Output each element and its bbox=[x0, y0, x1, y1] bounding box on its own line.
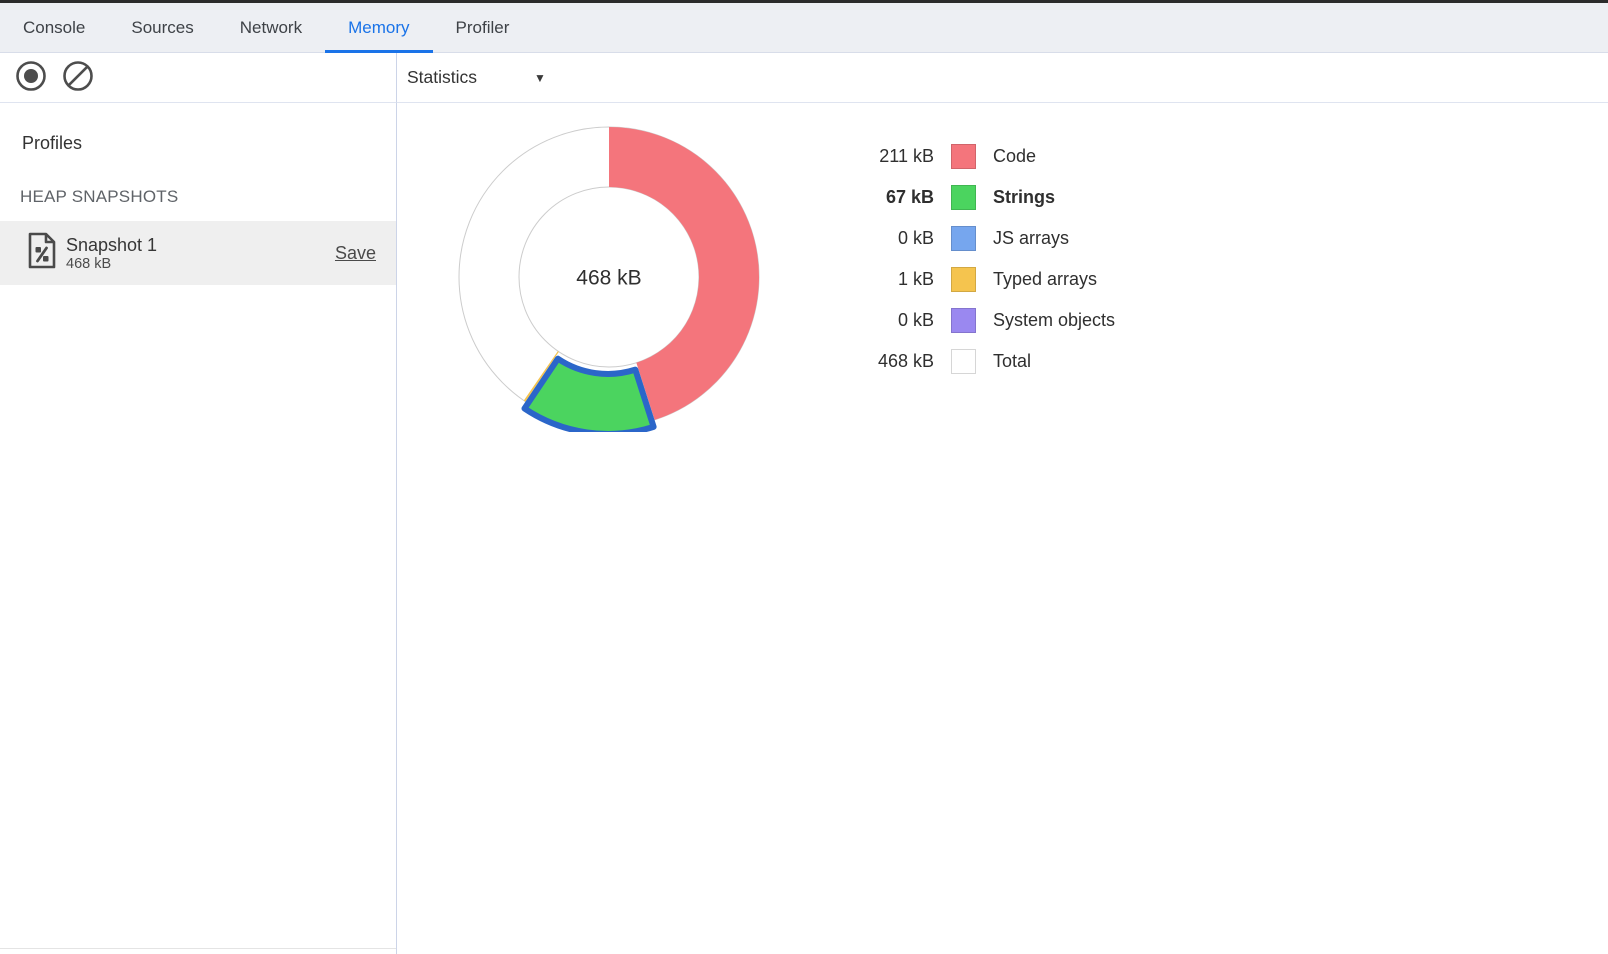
tab-bar: Console Sources Network Memory Profiler bbox=[0, 3, 1608, 53]
legend-row-total[interactable]: 468 kB Total bbox=[819, 341, 1115, 382]
tab-network[interactable]: Network bbox=[217, 3, 325, 52]
record-icon bbox=[15, 60, 47, 95]
legend-label: System objects bbox=[993, 310, 1116, 330]
heap-snapshot-file-icon bbox=[27, 232, 57, 274]
heap-snapshots-section-heading: HEAP SNAPSHOTS bbox=[20, 187, 179, 206]
clear-icon bbox=[62, 60, 94, 95]
tab-sources[interactable]: Sources bbox=[108, 3, 216, 52]
tab-label: Memory bbox=[348, 17, 410, 37]
legend-label: Code bbox=[993, 146, 1037, 166]
legend-value: 0 kB bbox=[897, 310, 934, 330]
tab-profiler[interactable]: Profiler bbox=[433, 3, 533, 52]
statistics-legend: 211 kB Code 67 kB Strings 0 kB JS arrays… bbox=[819, 136, 1115, 382]
donut-segment-typed-arrays[interactable] bbox=[523, 351, 559, 402]
tab-label: Console bbox=[23, 17, 86, 37]
content-area: Profiles HEAP SNAPSHOTS Snapshot 1 468 k… bbox=[0, 103, 1608, 954]
legend-label: JS arrays bbox=[993, 228, 1070, 248]
perspective-dropdown[interactable]: Statistics ▼ bbox=[405, 63, 548, 92]
tab-console[interactable]: Console bbox=[0, 3, 108, 52]
legend-label: Typed arrays bbox=[993, 269, 1098, 289]
statistics-panel: 468 kB 211 kB Code 67 kB Strings 0 kB JS… bbox=[397, 103, 1608, 954]
save-link[interactable]: Save bbox=[334, 242, 376, 263]
chevron-down-icon: ▼ bbox=[534, 70, 546, 85]
legend-row-system-objects[interactable]: 0 kB System objects bbox=[819, 300, 1115, 341]
donut-center-label: 468 kB bbox=[576, 267, 641, 290]
legend-swatch bbox=[951, 226, 976, 251]
legend-swatch bbox=[951, 185, 976, 210]
tab-label: Sources bbox=[131, 17, 194, 37]
statistics-toolbar: Statistics ▼ bbox=[397, 53, 1608, 103]
sidebar-bottom-edge bbox=[0, 948, 396, 949]
snapshot-title: Snapshot 1 bbox=[66, 234, 158, 255]
legend-row-typed-arrays[interactable]: 1 kB Typed arrays bbox=[819, 259, 1115, 300]
clear-profiles-button[interactable] bbox=[62, 60, 94, 95]
legend-value: 1 kB bbox=[897, 269, 934, 289]
legend-swatch bbox=[951, 267, 976, 292]
tab-label: Network bbox=[239, 17, 303, 37]
donut-segment-code[interactable] bbox=[609, 127, 760, 420]
legend-swatch bbox=[951, 144, 976, 169]
legend-row-code[interactable]: 211 kB Code bbox=[819, 136, 1115, 177]
sidebar-item-snapshot-1[interactable]: Snapshot 1 468 kB Save bbox=[0, 221, 396, 285]
legend-label: Total bbox=[993, 351, 1032, 371]
tab-memory[interactable]: Memory bbox=[325, 3, 433, 53]
legend-value: 211 kB bbox=[879, 146, 934, 166]
legend-value: 0 kB bbox=[897, 228, 934, 248]
record-button[interactable] bbox=[15, 60, 47, 95]
snapshot-size: 468 kB bbox=[66, 255, 112, 272]
legend-swatch bbox=[951, 349, 976, 374]
tab-label: Profiler bbox=[455, 17, 510, 37]
legend-value: 67 kB bbox=[885, 187, 934, 207]
profiles-heading: Profiles bbox=[22, 133, 83, 153]
heap-statistics-donut: 468 kB bbox=[454, 122, 764, 437]
legend-value: 468 kB bbox=[877, 351, 934, 371]
snapshot-text: Snapshot 1 468 kB bbox=[66, 234, 157, 273]
donut-segment-strings[interactable] bbox=[521, 355, 657, 437]
legend-swatch bbox=[951, 308, 976, 333]
legend-row-js-arrays[interactable]: 0 kB JS arrays bbox=[819, 218, 1115, 259]
legend-label: Strings bbox=[993, 187, 1056, 207]
perspective-dropdown-label: Statistics bbox=[407, 67, 478, 87]
legend-row-strings[interactable]: 67 kB Strings bbox=[819, 177, 1115, 218]
profiles-toolbar bbox=[0, 53, 397, 103]
profiles-sidebar: Profiles HEAP SNAPSHOTS Snapshot 1 468 k… bbox=[0, 103, 397, 954]
toolbar: Statistics ▼ bbox=[0, 53, 1608, 103]
window-top-edge bbox=[0, 0, 1608, 3]
